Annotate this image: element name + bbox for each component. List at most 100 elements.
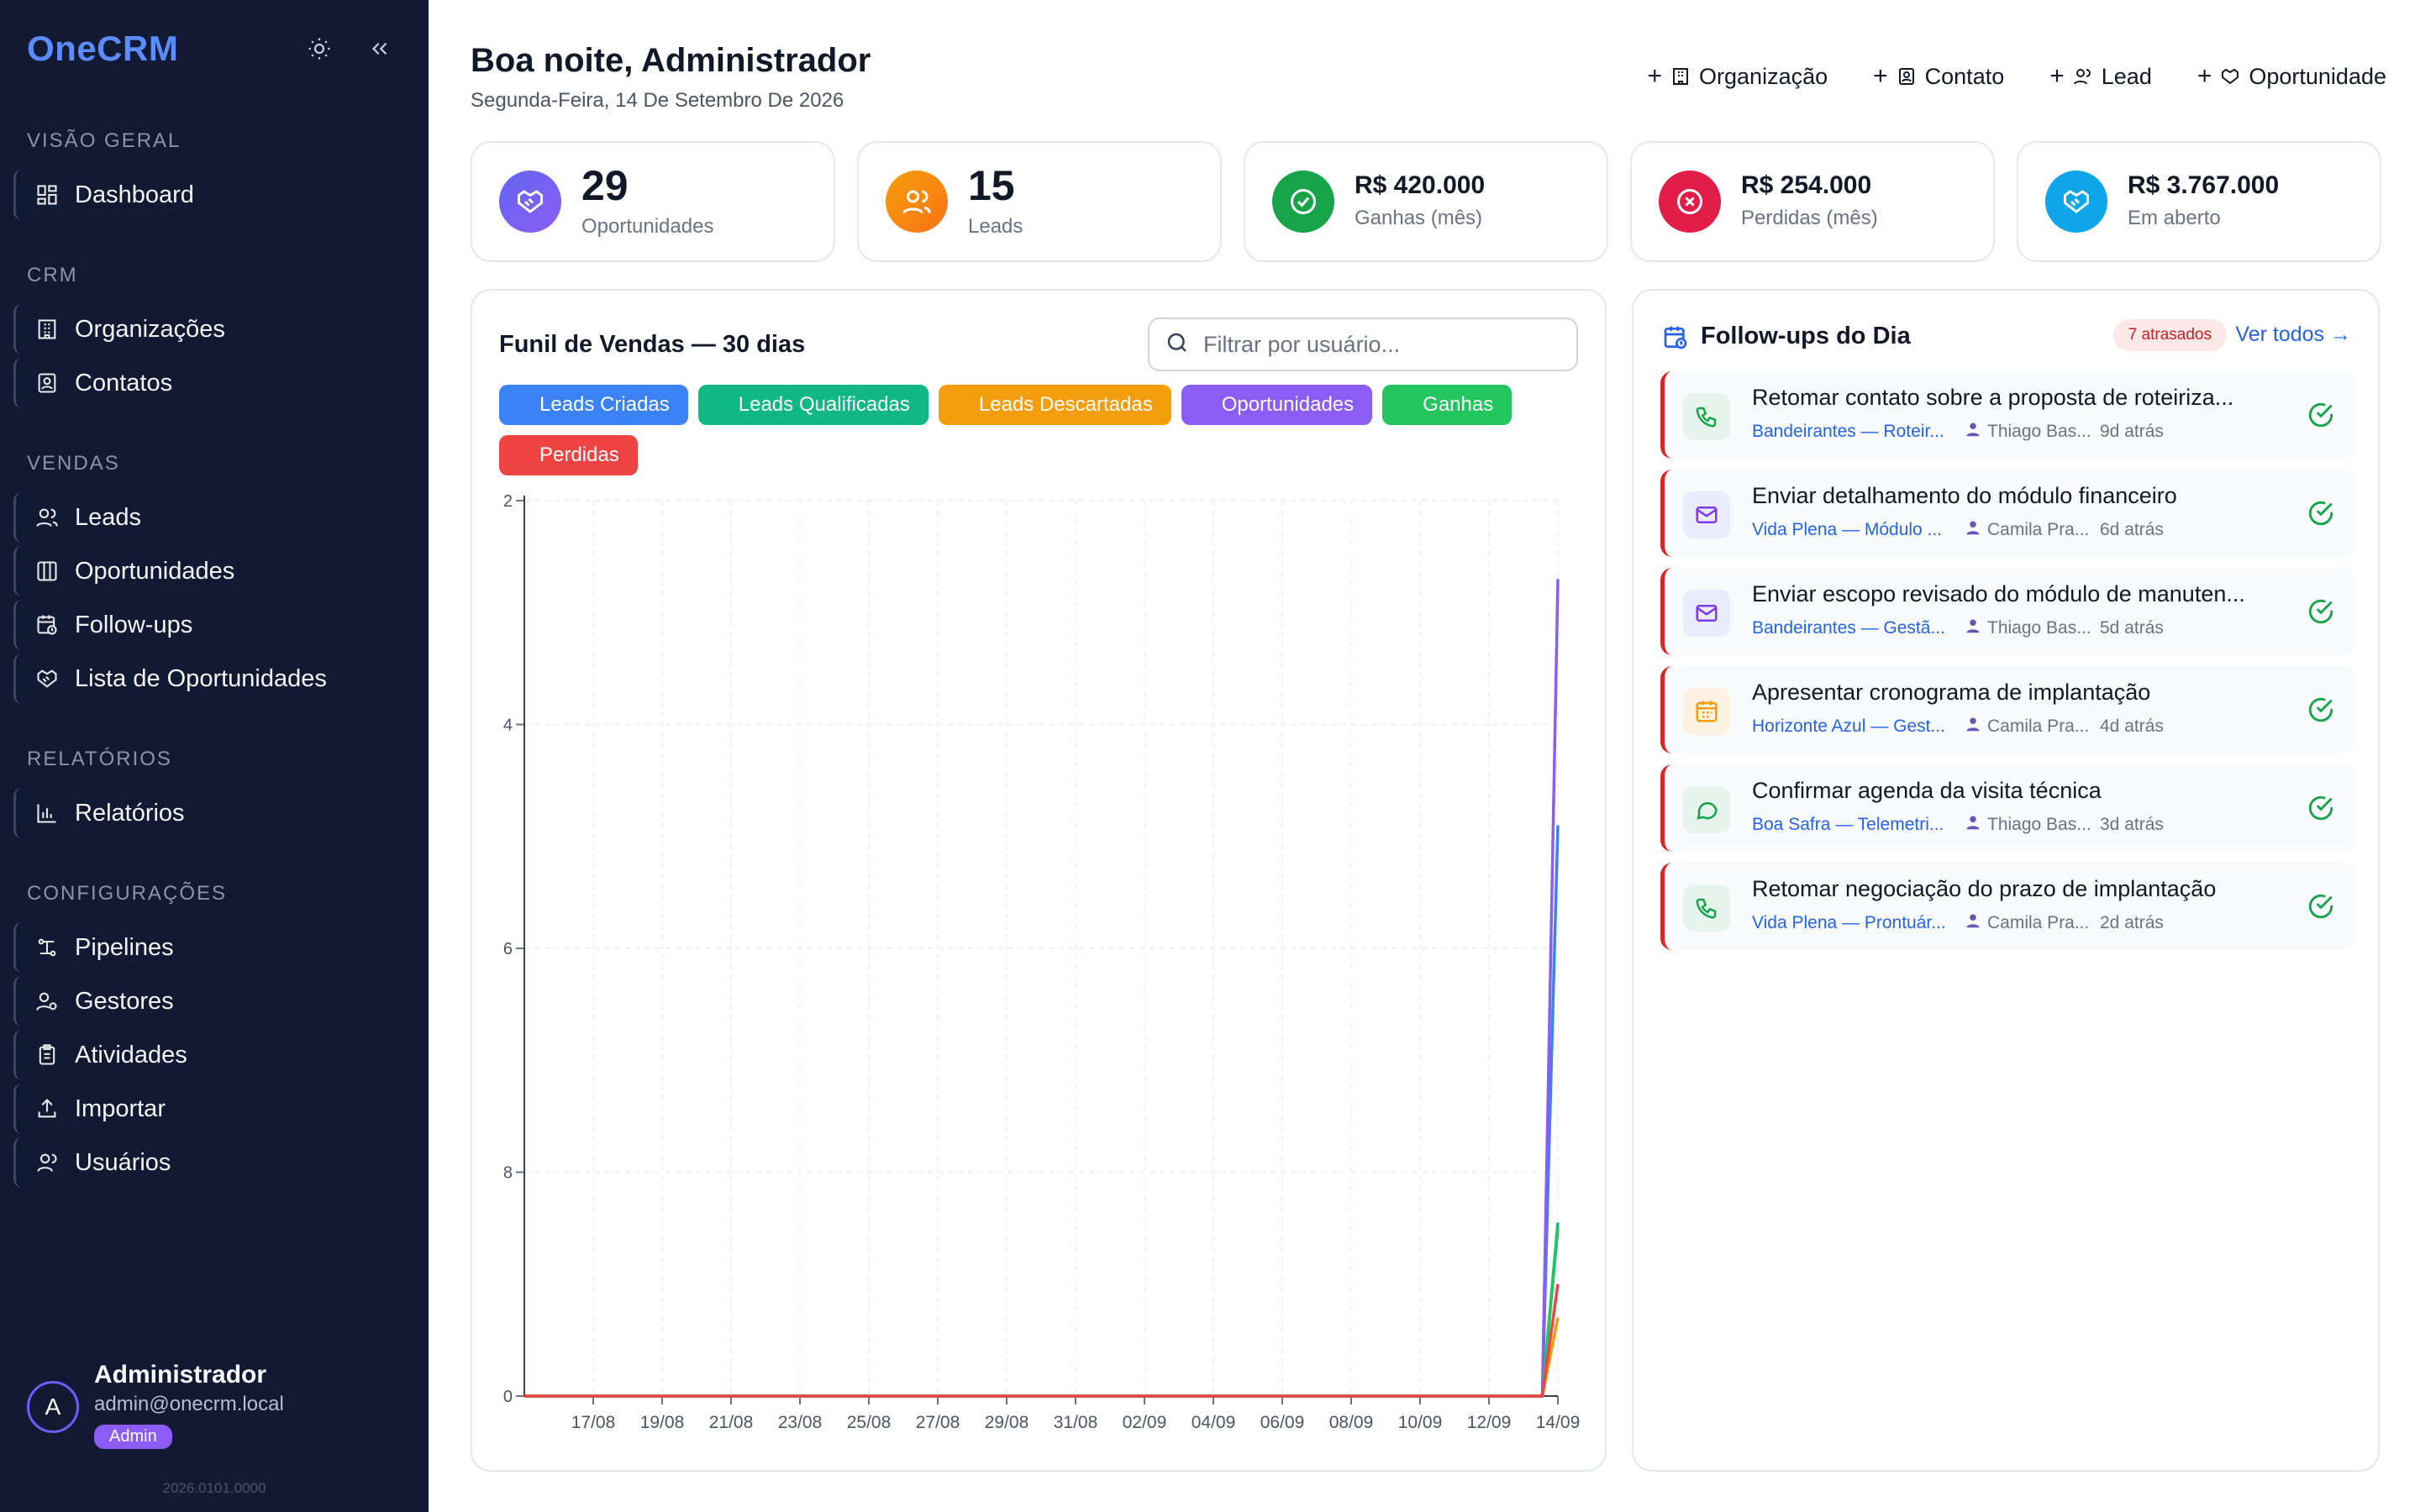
dashboard-icon — [34, 182, 60, 207]
check-circle-icon — [1272, 171, 1334, 233]
user-cog-icon — [34, 989, 60, 1014]
followup-user-name: Camila Pra... — [1987, 717, 2090, 736]
user-filter[interactable] — [1148, 318, 1578, 371]
sidebar-item-oportunidades[interactable]: Oportunidades — [13, 546, 408, 596]
new-contato-button[interactable]: + Contato — [1873, 62, 2004, 91]
followup-time-ago: 2d atrás — [2100, 913, 2164, 932]
current-date: Segunda-Feira, 14 De Setembro De 2026 — [471, 89, 844, 112]
section-title-crm: CRM — [27, 264, 78, 286]
handshake-icon — [2220, 66, 2242, 87]
new-organizacao-button[interactable]: + Organização — [1648, 62, 1828, 91]
followup-organization[interactable]: Bandeirantes — Gestã... — [1752, 618, 1945, 638]
new-oportunidade-button[interactable]: + Oportunidade — [2197, 62, 2386, 91]
series-line-oportunidades — [524, 579, 1560, 1398]
chat-icon — [1683, 786, 1730, 833]
mark-done-check-icon[interactable] — [2306, 596, 2336, 627]
followup-time-ago: 9d atrás — [2100, 422, 2164, 441]
user-name: Administrador — [94, 1361, 267, 1389]
sidebar-item-follow-ups[interactable]: Follow-ups — [13, 600, 408, 650]
overdue-badge: 7 atrasados — [2112, 319, 2227, 351]
kpi-perdidas[interactable]: R$ 254.000 Perdidas (mês) — [1630, 141, 1995, 262]
legend-chip-leads-qualificadas[interactable]: Leads Qualificadas — [697, 385, 929, 425]
followup-organization[interactable]: Boa Safra — Telemetri... — [1752, 815, 1944, 834]
kpi-em-aberto[interactable]: R$ 3.767.000 Em aberto — [2017, 141, 2381, 262]
collapse-sidebar-icon[interactable] — [365, 34, 395, 64]
x-tick-label: 10/09 — [1398, 1413, 1443, 1432]
theme-toggle-sun-icon[interactable] — [304, 34, 334, 64]
sidebar-item-label: Oportunidades — [75, 557, 235, 585]
mark-done-check-icon[interactable] — [2306, 498, 2336, 528]
followup-item[interactable]: Confirmar agenda da visita técnica Boa Sa… — [1660, 764, 2354, 852]
sidebar-item-importar[interactable]: Importar — [13, 1084, 408, 1134]
users-icon — [2073, 66, 2095, 87]
section-title-relatorios: RELATÓRIOS — [27, 748, 172, 770]
kpi-ganhas[interactable]: R$ 420.000 Ganhas (mês) — [1244, 141, 1608, 262]
legend-chip-leads-criadas[interactable]: Leads Criadas — [499, 385, 688, 425]
kpi-leads[interactable]: 15 Leads — [857, 141, 1222, 262]
x-tick-label: 21/08 — [709, 1413, 754, 1432]
kpi-label: Em aberto — [2128, 207, 2221, 229]
sidebar-item-relatorios[interactable]: Relatórios — [13, 788, 408, 838]
followup-title: Enviar detalhamento do módulo financeiro — [1752, 483, 2177, 508]
sidebar-item-lista-oportunidades[interactable]: Lista de Oportunidades — [13, 654, 408, 704]
followup-item[interactable]: Retomar contato sobre a proposta de rote… — [1660, 371, 2354, 459]
mark-done-check-icon[interactable] — [2306, 891, 2336, 921]
legend-chip-ganhas[interactable]: Ganhas — [1382, 385, 1512, 425]
x-tick-label: 25/08 — [847, 1413, 892, 1432]
clipboard-icon — [34, 1042, 60, 1068]
kpi-oportunidades[interactable]: 29 Oportunidades — [471, 141, 835, 262]
followup-item[interactable]: Enviar escopo revisado do módulo de manu… — [1660, 568, 2354, 655]
calendar-clock-icon — [34, 612, 60, 638]
kpi-label: Ganhas (mês) — [1355, 207, 1483, 229]
sidebar-item-leads[interactable]: Leads — [13, 492, 408, 543]
x-tick-label: 27/08 — [916, 1413, 960, 1432]
kpi-value: 15 — [968, 162, 1015, 209]
new-lead-button[interactable]: + Lead — [2049, 62, 2152, 91]
sidebar-item-gestores[interactable]: Gestores — [13, 976, 408, 1026]
see-all-link[interactable]: Ver todos → — [2235, 323, 2351, 346]
followup-title: Confirmar agenda da visita técnica — [1752, 778, 2102, 803]
sidebar-item-label: Pipelines — [75, 933, 174, 961]
sidebar-item-usuarios[interactable]: Usuários — [13, 1137, 408, 1188]
mark-done-check-icon[interactable] — [2306, 793, 2336, 823]
sidebar-item-label: Gestores — [75, 987, 174, 1015]
user-filter-input[interactable] — [1203, 331, 1556, 358]
followup-organization[interactable]: Vida Plena — Módulo ... — [1752, 520, 1943, 539]
sidebar-item-pipelines[interactable]: Pipelines — [13, 922, 408, 973]
sidebar-item-label: Lista de Oportunidades — [75, 664, 327, 692]
page-title: Boa noite, Administrador — [471, 42, 871, 79]
mark-done-check-icon[interactable] — [2306, 400, 2336, 430]
user-profile[interactable]: A Administrador admin@onecrm.local Admin — [27, 1361, 284, 1449]
sales-funnel-panel: Funil de Vendas — 30 dias Leads CriadasL… — [471, 289, 1607, 1472]
section-title-configuracoes: CONFIGURAÇÕES — [27, 882, 228, 905]
sidebar-item-contatos[interactable]: Contatos — [13, 358, 408, 408]
followup-user-name: Thiago Bas... — [1987, 815, 2091, 834]
sidebar-item-atividades[interactable]: Atividades — [13, 1030, 408, 1080]
quick-action-label: Lead — [2101, 63, 2152, 89]
users-icon — [34, 505, 60, 530]
person-icon — [1965, 422, 1981, 442]
brand-logo[interactable]: OneCRM — [27, 29, 179, 68]
sidebar-item-organizacoes[interactable]: Organizações — [13, 304, 408, 354]
sidebar-item-label: Relatórios — [75, 799, 185, 827]
mark-done-check-icon[interactable] — [2306, 695, 2336, 725]
followup-time-ago: 3d atrás — [2100, 815, 2164, 834]
x-tick-label: 08/09 — [1329, 1413, 1374, 1432]
legend-chip-perdidas[interactable]: Perdidas — [499, 435, 638, 475]
followup-item[interactable]: Retomar negociação do prazo de implantaç… — [1660, 863, 2354, 950]
kpi-value: R$ 420.000 — [1355, 171, 1486, 199]
x-tick-label: 06/09 — [1260, 1413, 1305, 1432]
legend-chip-oportunidades[interactable]: Oportunidades — [1181, 385, 1373, 425]
kpi-label: Leads — [968, 215, 1023, 238]
plus-icon: + — [2196, 62, 2212, 90]
followup-item[interactable]: Apresentar cronograma de implantação Hori… — [1660, 666, 2354, 753]
followup-organization[interactable]: Horizonte Azul — Gest... — [1752, 717, 1945, 736]
sidebar-item-dashboard[interactable]: Dashboard — [13, 170, 408, 220]
followup-user: Camila Pra... — [1965, 913, 2091, 933]
building-icon — [1670, 66, 1692, 87]
sidebar-item-label: Dashboard — [75, 181, 194, 208]
followup-organization[interactable]: Bandeirantes — Roteir... — [1752, 422, 1944, 441]
followup-item[interactable]: Enviar detalhamento do módulo financeiro… — [1660, 470, 2354, 557]
legend-chip-leads-descartadas[interactable]: Leads Descartadas — [938, 385, 1171, 425]
followup-organization[interactable]: Vida Plena — Prontuár... — [1752, 913, 1946, 932]
